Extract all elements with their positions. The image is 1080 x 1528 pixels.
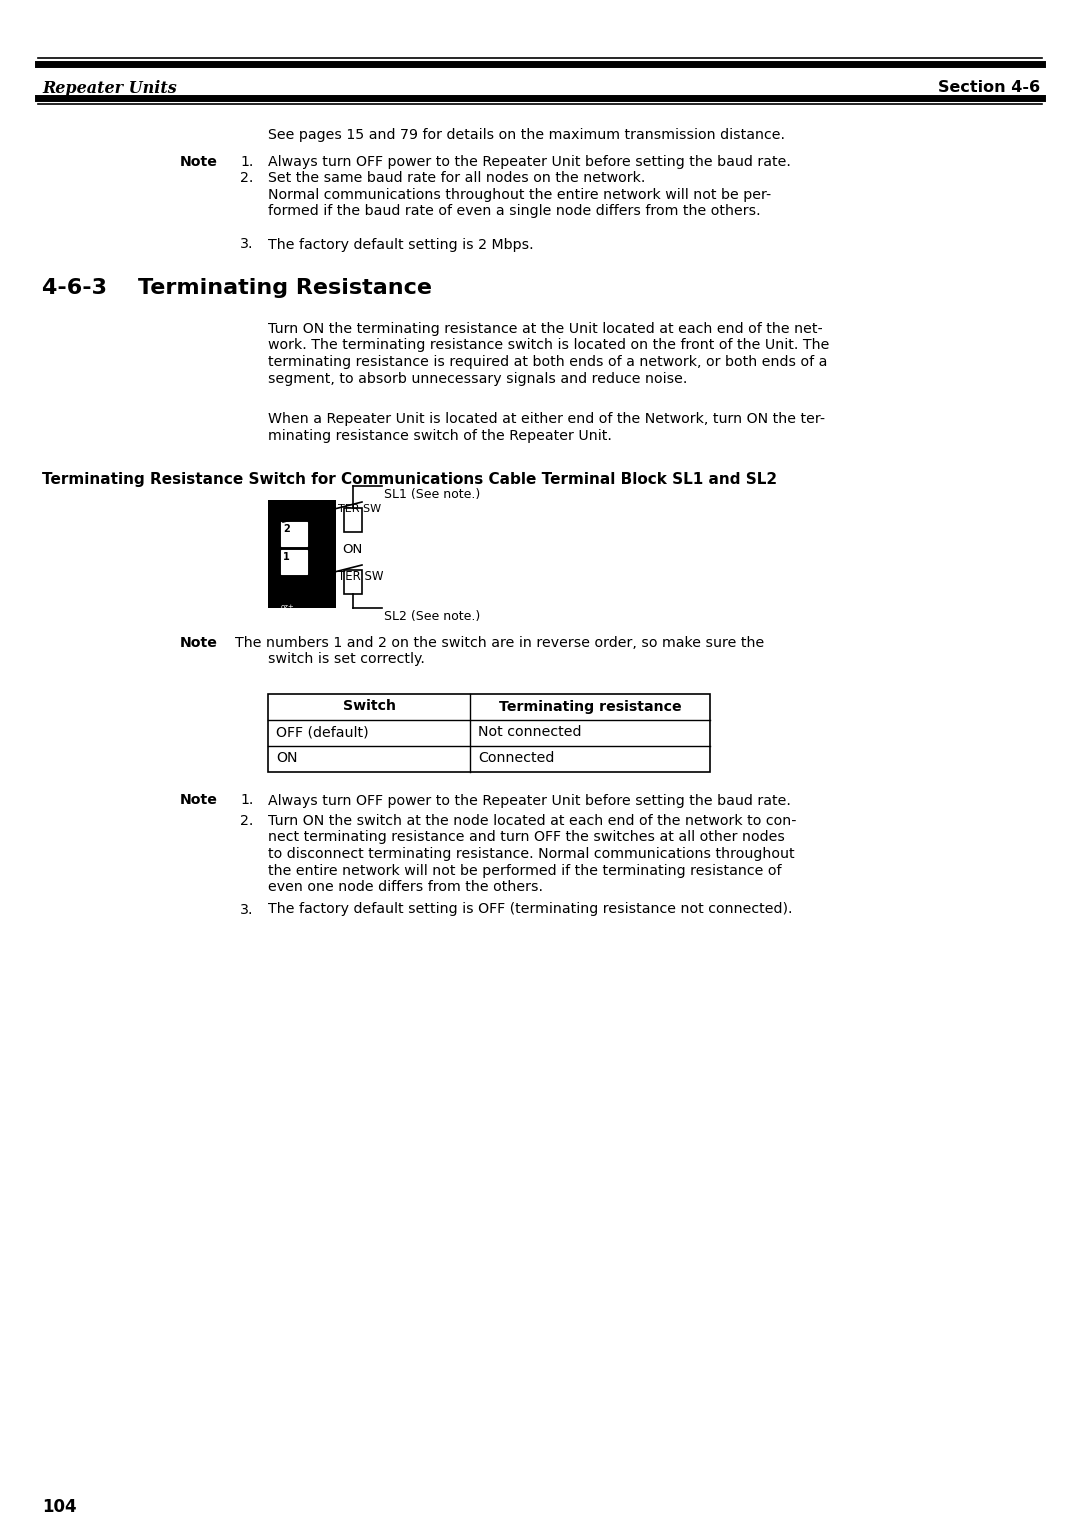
Text: TER SW: TER SW	[338, 504, 381, 513]
Text: Terminating Resistance Switch for Communications Cable Terminal Block SL1 and SL: Terminating Resistance Switch for Commun…	[42, 472, 778, 487]
Bar	[281, 550, 307, 575]
Text: Note: Note	[180, 154, 218, 170]
Text: ON: ON	[276, 752, 297, 766]
Text: 104: 104	[42, 1497, 77, 1516]
Text: Always turn OFF power to the Repeater Unit before setting the baud rate.: Always turn OFF power to the Repeater Un…	[268, 793, 791, 807]
Text: 3.: 3.	[240, 903, 254, 917]
Bar	[268, 694, 710, 772]
Text: Set the same baud rate for all nodes on the network.: Set the same baud rate for all nodes on …	[268, 171, 646, 185]
Text: switch is set correctly.: switch is set correctly.	[268, 652, 424, 666]
Text: Terminating resistance: Terminating resistance	[499, 700, 681, 714]
Text: segment, to absorb unnecessary signals and reduce noise.: segment, to absorb unnecessary signals a…	[268, 371, 687, 385]
Text: See pages 15 and 79 for details on the maximum transmission distance.: See pages 15 and 79 for details on the m…	[268, 128, 785, 142]
Text: Repeater Units: Repeater Units	[42, 79, 177, 96]
Text: SL2 (See note.): SL2 (See note.)	[384, 610, 481, 623]
Text: 4-6-3    Terminating Resistance: 4-6-3 Terminating Resistance	[42, 278, 432, 298]
Text: terminating resistance is required at both ends of a network, or both ends of a: terminating resistance is required at bo…	[268, 354, 827, 368]
Bar	[345, 507, 362, 532]
Text: oz+: oz+	[281, 604, 295, 610]
Text: Always turn OFF power to the Repeater Unit before setting the baud rate.: Always turn OFF power to the Repeater Un…	[268, 154, 791, 170]
Text: Turn ON the switch at the node located at each end of the network to con-: Turn ON the switch at the node located a…	[268, 814, 797, 828]
Text: the entire network will not be performed if the terminating resistance of: the entire network will not be performed…	[268, 863, 782, 877]
Bar	[281, 523, 307, 545]
Text: 3.: 3.	[240, 237, 254, 252]
Text: The factory default setting is 2 Mbps.: The factory default setting is 2 Mbps.	[268, 237, 534, 252]
Bar	[268, 500, 336, 608]
Text: Switch: Switch	[342, 700, 395, 714]
Text: 1.: 1.	[240, 793, 254, 807]
Text: formed if the baud rate of even a single node differs from the others.: formed if the baud rate of even a single…	[268, 205, 760, 219]
Text: ON: ON	[342, 542, 362, 556]
Text: OFF (default): OFF (default)	[276, 726, 368, 740]
Text: 1: 1	[283, 552, 289, 562]
Text: Section 4-6: Section 4-6	[937, 79, 1040, 95]
Text: Not connected: Not connected	[478, 726, 581, 740]
Text: 1.: 1.	[240, 154, 254, 170]
Text: Note: Note	[180, 793, 218, 807]
Text: work. The terminating resistance switch is located on the front of the Unit. The: work. The terminating resistance switch …	[268, 339, 829, 353]
Text: TER SW: TER SW	[338, 570, 383, 584]
Text: to disconnect terminating resistance. Normal communications throughout: to disconnect terminating resistance. No…	[268, 847, 795, 860]
Text: minating resistance switch of the Repeater Unit.: minating resistance switch of the Repeat…	[268, 429, 612, 443]
Text: When a Repeater Unit is located at either end of the Network, turn ON the ter-: When a Repeater Unit is located at eithe…	[268, 413, 825, 426]
Text: The numbers 1 and 2 on the switch are in reverse order, so make sure the: The numbers 1 and 2 on the switch are in…	[235, 636, 765, 649]
Text: SL1 (See note.): SL1 (See note.)	[384, 487, 481, 501]
Text: 2: 2	[283, 524, 289, 533]
Text: Turn ON the terminating resistance at the Unit located at each end of the net-: Turn ON the terminating resistance at th…	[268, 322, 823, 336]
Bar	[345, 570, 362, 594]
Text: Connected: Connected	[478, 752, 554, 766]
Text: nect terminating resistance and turn OFF the switches at all other nodes: nect terminating resistance and turn OFF…	[268, 831, 785, 845]
Text: The factory default setting is OFF (terminating resistance not connected).: The factory default setting is OFF (term…	[268, 903, 793, 917]
Text: 2.: 2.	[240, 814, 254, 828]
Text: Note: Note	[180, 636, 218, 649]
Text: 2.: 2.	[240, 171, 254, 185]
Text: Normal communications throughout the entire network will not be per-: Normal communications throughout the ent…	[268, 188, 771, 202]
Text: even one node differs from the others.: even one node differs from the others.	[268, 880, 543, 894]
